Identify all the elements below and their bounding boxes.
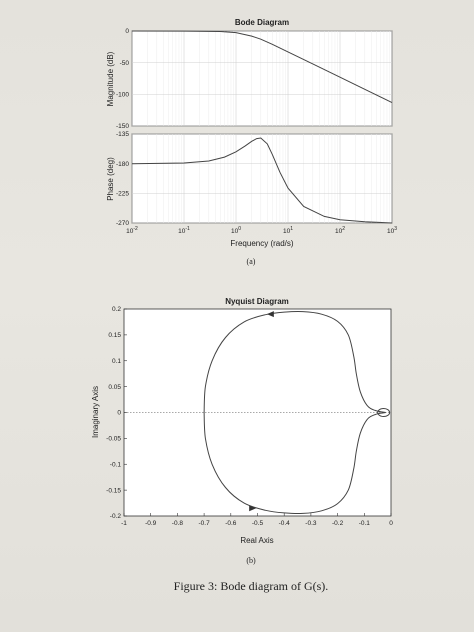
nyquist-xtick-label: -0.2	[332, 520, 344, 527]
magnitude-grid	[131, 30, 393, 127]
frequency-xtick-label: 102	[335, 226, 345, 235]
bode-sublabel: (a)	[247, 257, 256, 266]
nyquist-upper-branch	[203, 310, 386, 413]
nyquist-direction-arrow-upper	[266, 311, 274, 318]
magnitude-ytick-label: -50	[120, 60, 130, 67]
nyquist-ytick-label: -0.15	[106, 487, 121, 494]
phase-ytick-label: -270	[116, 220, 129, 227]
nyquist-origin-loop	[377, 408, 391, 417]
nyquist-xtick-label: -0.6	[225, 520, 237, 527]
nyquist-x-ticks: -1 -0.9 -0.8 -0.7 -0.6 -0.5 -0.4 -0.3 -0.2 -0.1 0	[121, 513, 393, 527]
nyquist-panel: -1 -0.9 -0.8 -0.7 -0.6 -0.5 -0.4 -0.3 -0.2 -0.1 0 …	[106, 306, 393, 527]
nyquist-ytick-label: 0.1	[112, 358, 121, 365]
nyquist-title: Nyquist Diagram	[225, 297, 289, 306]
nyquist-ytick-label: 0.05	[108, 384, 121, 391]
nyquist-xtick-label: -0.3	[305, 520, 317, 527]
bode-xlabel: Frequency (rad/s)	[230, 239, 293, 248]
phase-ylabel: Phase (deg)	[106, 157, 115, 201]
nyquist-xtick-label: 0	[389, 520, 393, 527]
nyquist-y-ticks: 0.2 0.15 0.1 0.05 0 -0.05 -0.1 -0.15 -0.2	[106, 306, 127, 520]
frequency-xtick-label: 10-2	[126, 226, 138, 235]
nyquist-xtick-label: -0.4	[279, 520, 291, 527]
nyquist-ytick-label: -0.05	[106, 436, 121, 443]
phase-ytick-label: -180	[116, 161, 129, 168]
nyquist-xlabel: Real Axis	[240, 536, 273, 545]
figure-caption: Figure 3: Bode diagram of G(s).	[174, 579, 329, 593]
nyquist-xtick-label: -0.8	[172, 520, 184, 527]
magnitude-y-ticks: 0 -50 -100 -150	[116, 28, 129, 130]
frequency-xtick-label: 100	[231, 226, 241, 235]
nyquist-xtick-label: -0.9	[145, 520, 157, 527]
nyquist-xtick-label: -0.5	[252, 520, 264, 527]
magnitude-plot-area	[131, 30, 393, 127]
magnitude-ytick-label: 0	[125, 28, 129, 35]
nyquist-ylabel: Imaginary Axis	[91, 386, 100, 438]
phase-ytick-label: -225	[116, 191, 129, 198]
magnitude-series-line	[131, 30, 393, 104]
phase-ytick-label: -135	[116, 131, 129, 138]
bode-title: Bode Diagram	[235, 18, 289, 27]
nyquist-ytick-label: 0.15	[108, 332, 121, 339]
phase-y-ticks: -135 -180 -225 -270	[116, 131, 129, 227]
bode-phase-panel: -135 -180 -225 -270 10-2 10-1 100 101 102 103	[116, 131, 397, 235]
nyquist-lower-branch	[203, 412, 386, 515]
frequency-xtick-label: 101	[283, 226, 293, 235]
nyquist-xtick-label: -0.1	[359, 520, 371, 527]
nyquist-sublabel: (b)	[246, 556, 256, 565]
nyquist-ytick-label: -0.2	[110, 513, 122, 520]
nyquist-direction-arrow-lower	[249, 505, 257, 512]
nyquist-ytick-label: 0.2	[112, 306, 121, 313]
frequency-xtick-label: 10-1	[178, 226, 190, 235]
frequency-xtick-label: 103	[387, 226, 397, 235]
magnitude-ytick-label: -100	[116, 92, 129, 99]
phase-grid	[131, 133, 393, 224]
phase-x-ticks: 10-2 10-1 100 101 102 103	[126, 226, 397, 235]
nyquist-ytick-label: -0.1	[110, 461, 122, 468]
phase-series-line	[131, 137, 393, 224]
nyquist-xtick-label: -1	[121, 520, 127, 527]
bode-magnitude-panel: 0 -50 -100 -150	[116, 28, 393, 130]
nyquist-xtick-label: -0.7	[198, 520, 210, 527]
magnitude-ylabel: Magnitude (dB)	[106, 51, 115, 106]
nyquist-ytick-label: 0	[117, 410, 121, 417]
phase-plot-area	[131, 133, 393, 224]
magnitude-ytick-label: -150	[116, 123, 129, 130]
